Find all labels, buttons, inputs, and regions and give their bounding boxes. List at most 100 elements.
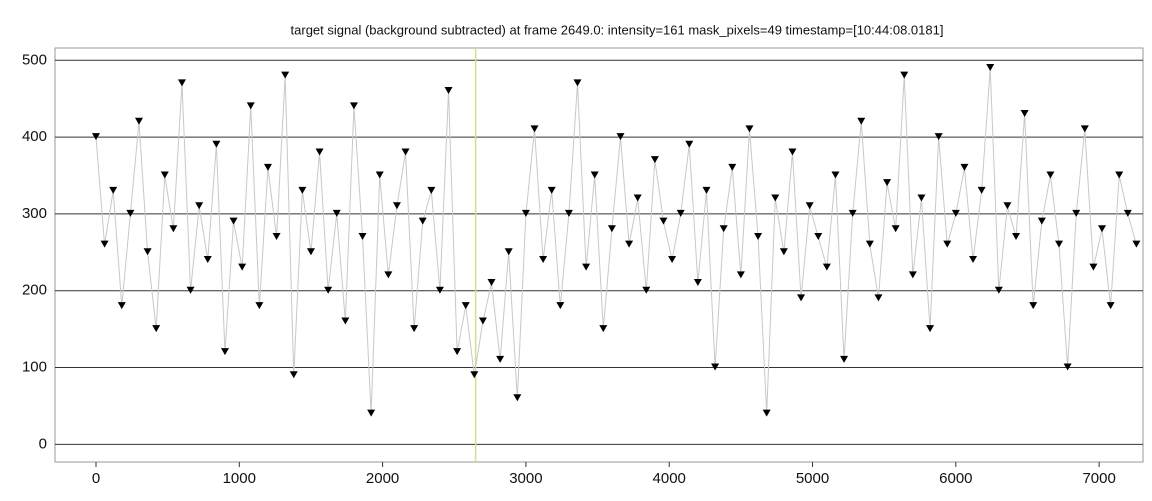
signal-point: [762, 409, 771, 417]
chart-title: target signal (background subtracted) at…: [291, 22, 944, 37]
signal-point: [754, 232, 763, 240]
signal-point: [719, 225, 728, 233]
signal-point: [375, 171, 384, 179]
signal-point: [745, 125, 754, 133]
signal-point: [358, 232, 367, 240]
signal-point: [212, 140, 221, 148]
signal-point: [994, 286, 1003, 294]
signal-point: [203, 255, 212, 263]
signal-point: [453, 348, 462, 356]
signal-point: [676, 209, 685, 217]
signal-point: [1106, 302, 1115, 310]
signal-point: [891, 225, 900, 233]
signal-point: [487, 279, 496, 287]
signal-point: [599, 325, 608, 333]
signal-point: [831, 171, 840, 179]
signal-point: [917, 194, 926, 202]
signal-point: [255, 302, 264, 310]
signal-point: [582, 263, 591, 271]
signal-point: [668, 255, 677, 263]
y-tick-label: 400: [22, 128, 47, 145]
signal-point: [126, 209, 135, 217]
signal-point: [685, 140, 694, 148]
signal-point: [900, 71, 909, 79]
signal-point: [1080, 125, 1089, 133]
signal-point: [169, 225, 178, 233]
signal-point: [822, 263, 831, 271]
signal-point: [1072, 209, 1081, 217]
signal-point: [539, 255, 548, 263]
signal-point: [461, 302, 470, 310]
signal-point: [1089, 263, 1098, 271]
signal-point: [504, 248, 513, 256]
signal-point: [289, 371, 298, 379]
signal-point: [874, 294, 883, 302]
signal-point: [1029, 302, 1038, 310]
y-tick-label: 200: [22, 282, 47, 299]
signal-point: [711, 363, 720, 371]
signal-point: [728, 163, 737, 171]
signal-point: [702, 186, 711, 194]
signal-point: [814, 232, 823, 240]
signal-point: [960, 163, 969, 171]
signal-point: [315, 148, 324, 156]
signal-point: [324, 286, 333, 294]
signal-point: [848, 209, 857, 217]
signal-point: [771, 194, 780, 202]
signal-point: [177, 79, 186, 87]
signal-point: [934, 133, 943, 141]
signal-point: [306, 248, 315, 256]
signal-point: [186, 286, 195, 294]
signal-point: [281, 71, 290, 79]
x-tick-label: 6000: [939, 470, 972, 487]
signal-point: [91, 133, 100, 141]
signal-point: [117, 302, 126, 310]
signal-point: [969, 255, 978, 263]
signal-point: [590, 171, 599, 179]
signal-point: [564, 209, 573, 217]
signal-point: [883, 179, 892, 187]
signal-point: [418, 217, 427, 225]
x-tick-label: 0: [92, 470, 100, 487]
signal-point: [1037, 217, 1046, 225]
signal-point: [134, 117, 143, 125]
signal-point: [573, 79, 582, 87]
signal-point: [143, 248, 152, 256]
signal-point: [659, 217, 668, 225]
signal-point: [616, 133, 625, 141]
signal-point: [908, 271, 917, 279]
y-tick-label: 500: [22, 51, 47, 68]
signal-point: [693, 279, 702, 287]
signal-point: [272, 232, 281, 240]
signal-point: [109, 186, 118, 194]
signal-point: [857, 117, 866, 125]
signal-point: [496, 355, 505, 363]
signal-point: [367, 409, 376, 417]
signal-point: [435, 286, 444, 294]
signal-point: [547, 186, 556, 194]
x-tick-label: 5000: [796, 470, 829, 487]
signal-point: [805, 202, 814, 210]
signal-point: [349, 102, 358, 110]
y-tick-label: 300: [22, 205, 47, 222]
signal-point: [238, 263, 247, 271]
signal-point: [1123, 209, 1132, 217]
signal-point: [865, 240, 874, 248]
signal-point: [986, 63, 995, 71]
signal-point: [401, 148, 410, 156]
signal-point: [607, 225, 616, 233]
signal-point: [943, 240, 952, 248]
signal-point: [840, 355, 849, 363]
signal-point: [1003, 202, 1012, 210]
signal-point: [788, 148, 797, 156]
signal-point: [152, 325, 161, 333]
signal-point: [977, 186, 986, 194]
signal-point: [229, 217, 238, 225]
signal-point: [1063, 363, 1072, 371]
signal-point: [1020, 110, 1029, 118]
y-tick-label: 0: [39, 435, 47, 452]
x-tick-label: 4000: [653, 470, 686, 487]
signal-point: [195, 202, 204, 210]
x-tick-label: 7000: [1082, 470, 1115, 487]
